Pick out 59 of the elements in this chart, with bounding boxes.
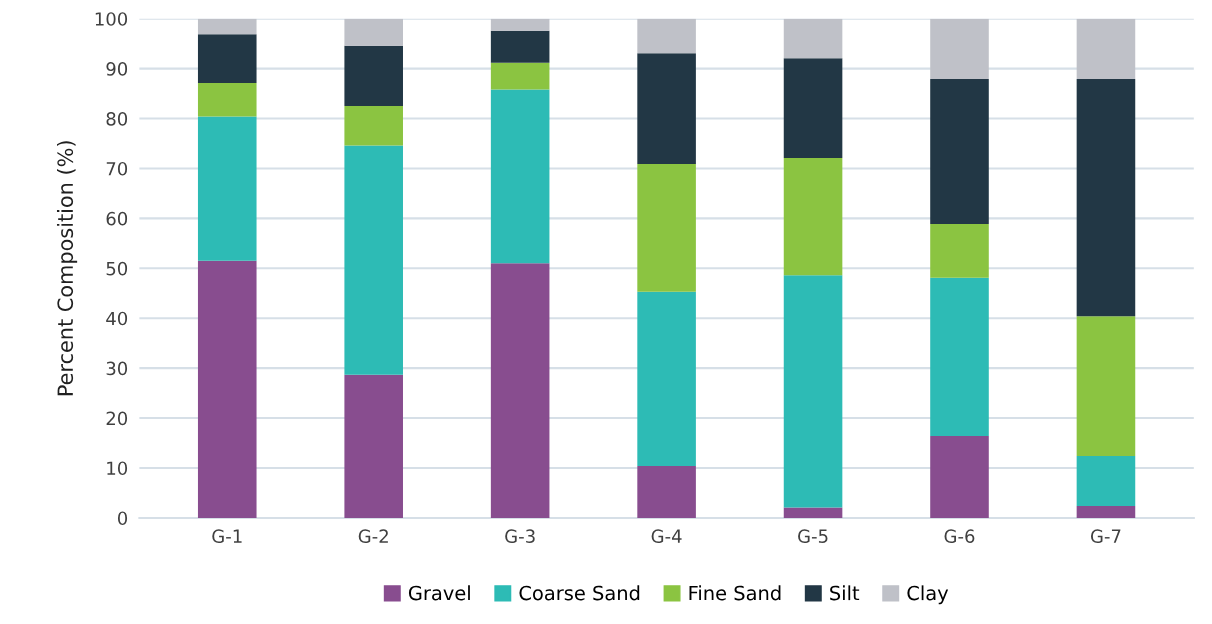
- bar: [783, 275, 843, 508]
- bar: [490, 89, 550, 264]
- y-tick-label: 10: [107, 461, 128, 476]
- bar: [344, 374, 403, 518]
- bar: [197, 83, 257, 117]
- x-tick-label: G-4: [651, 529, 682, 544]
- bar: [637, 53, 696, 164]
- bar: [197, 18, 257, 35]
- y-tick-label: 70: [106, 161, 128, 176]
- bar: [930, 79, 989, 224]
- bar: [197, 260, 257, 518]
- bar: [1076, 505, 1136, 518]
- bar: [197, 34, 257, 84]
- y-tick-label: 20: [106, 411, 128, 426]
- bar: [783, 58, 843, 158]
- y-tick-label: 60: [106, 211, 128, 226]
- y-axis-title: Percent Composition (%): [56, 141, 78, 396]
- y-tick-label: 90: [106, 62, 128, 76]
- legend-label: Gravel: [408, 585, 470, 601]
- bar: [637, 18, 696, 54]
- bar: [930, 223, 989, 278]
- bar: [637, 163, 696, 292]
- y-tick-label: 40: [106, 311, 128, 326]
- legend-label: Silt: [830, 585, 860, 601]
- x-tick-label: G-6: [944, 529, 975, 544]
- bar: [344, 145, 403, 375]
- legend-label: Fine Sand: [689, 585, 781, 601]
- y-tick-label: 80: [106, 112, 128, 126]
- x-tick-label: G-3: [505, 529, 535, 544]
- bar: [1076, 79, 1136, 317]
- bar: [637, 291, 696, 466]
- bar: [490, 62, 550, 90]
- y-tick-label: 50: [106, 261, 128, 276]
- legend-label: Coarse Sand: [519, 585, 640, 601]
- bar: [930, 18, 989, 80]
- y-tick-label: 0: [117, 511, 128, 526]
- bar: [930, 436, 989, 518]
- bar: [783, 507, 843, 518]
- x-tick-label: G-5: [798, 529, 828, 544]
- x-tick-label: G-7: [1090, 529, 1121, 544]
- bar: [344, 18, 403, 46]
- bar: [490, 30, 550, 63]
- bar: [1076, 18, 1136, 80]
- bar: [490, 18, 550, 31]
- y-tick-label: 100: [95, 12, 128, 26]
- bar: [783, 18, 843, 59]
- bar: [344, 106, 403, 146]
- bar: [344, 45, 403, 107]
- x-tick-label: G-1: [212, 529, 242, 544]
- bar: [930, 277, 989, 437]
- bar: [637, 466, 696, 518]
- bar: [197, 116, 257, 261]
- x-tick-label: G-2: [358, 529, 388, 544]
- bar: [1076, 316, 1136, 457]
- bar: [490, 263, 550, 518]
- legend-label: Clay: [907, 585, 949, 605]
- y-tick-label: 30: [106, 361, 128, 376]
- bar: [783, 158, 843, 276]
- bar: [1076, 456, 1136, 506]
